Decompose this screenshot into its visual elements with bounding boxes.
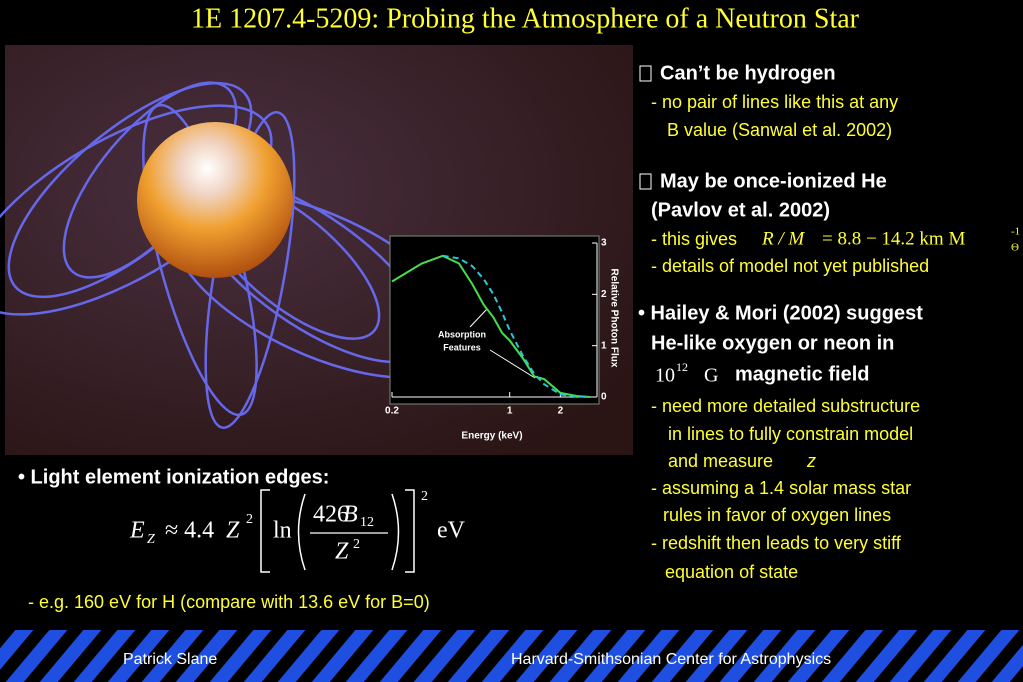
detail: - need more detailed substructure [651,396,920,416]
neutron-star-image [0,45,633,455]
eq-term: E [129,518,145,544]
heading: (Pavlov et al. 2002) [651,199,830,221]
detail: and measure [668,451,773,471]
detail: in lines to fully constrain model [668,424,913,444]
detail: - no pair of lines like this at any [651,92,898,112]
eq-term: 2 [353,537,360,552]
footer-affiliation: Harvard-Smithsonian Center for Astrophys… [511,651,831,668]
bullet: • Light element ionization edges: [18,466,329,488]
eq-term: eV [437,518,466,544]
formula: R / M [761,228,805,249]
annotation: Absorption [438,329,486,339]
detail: rules in favor of oxygen lines [663,505,891,525]
y-axis-label: Relative Photon Flux [608,269,619,368]
y-tick-label: 2 [601,289,607,300]
y-tick-label: 0 [601,392,607,403]
footer-author: Patrick Slane [123,651,217,668]
y-tick-label: 1 [601,340,607,351]
bullet-box [639,65,652,82]
slide-title: 1E 1207.4-5209: Probing the Atmosphere o… [191,3,860,34]
eq-term: 426 [313,502,349,528]
heading: magnetic field [735,363,869,385]
bracket [260,489,415,573]
eq-term: Z [335,539,349,565]
field: 10 [655,365,675,387]
detail: B value (Sanwal et al. 2002) [667,120,892,140]
x-axis-label: Energy (keV) [461,431,522,442]
x-tick-label: 0.2 [385,406,399,417]
eq-term: Z [147,532,155,547]
formula: Θ [1011,242,1019,254]
detail: z [806,451,816,471]
detail: equation of state [665,562,798,582]
heading: • Hailey & Mori (2002) suggest [638,302,923,324]
star [137,122,293,278]
detail: - assuming a 1.4 solar mass star [651,478,911,498]
eq-term: Z [226,518,240,544]
detail: - this gives [651,229,737,249]
eq-term: 2 [421,489,428,504]
eq-term: ≈ 4.4 [165,518,214,544]
example: - e.g. 160 eV for H (compare with 13.6 e… [28,592,430,612]
eq-term: B [343,502,358,528]
x-tick-label: 1 [507,406,513,417]
footer-band [0,630,1023,682]
x-tick-label: 2 [558,406,564,417]
eq-term: ln [273,518,292,544]
series-line [442,254,591,398]
y-tick-label: 3 [601,238,607,249]
bullet-box [639,173,652,190]
detail: - redshift then leads to very stiff [651,533,902,553]
annotation: Features [443,342,481,352]
spectrum-inset: 0.2 1 2 0 1 2 3 Energy (keV) Relative Photon Flu… [385,238,619,442]
paren [297,493,400,571]
heading: Can’t be hydrogen [660,62,836,84]
detail: - details of model not yet published [651,256,929,276]
annotation-arrow [469,308,536,379]
series-line [391,254,591,398]
heading: He-like oxygen or neon in [651,332,894,354]
formula: -1 [1011,226,1020,238]
heading: May be once-ionized He [660,170,887,192]
field: G [704,365,718,387]
formula: = 8.8 − 14.2 km M [822,228,965,249]
field: 12 [676,360,688,374]
eq-term: 12 [360,515,374,530]
equation: E Z ≈ 4.4 Z 2 ln 426 B 12 Z 2 2 eV [129,489,466,573]
eq-term: 2 [246,512,253,527]
